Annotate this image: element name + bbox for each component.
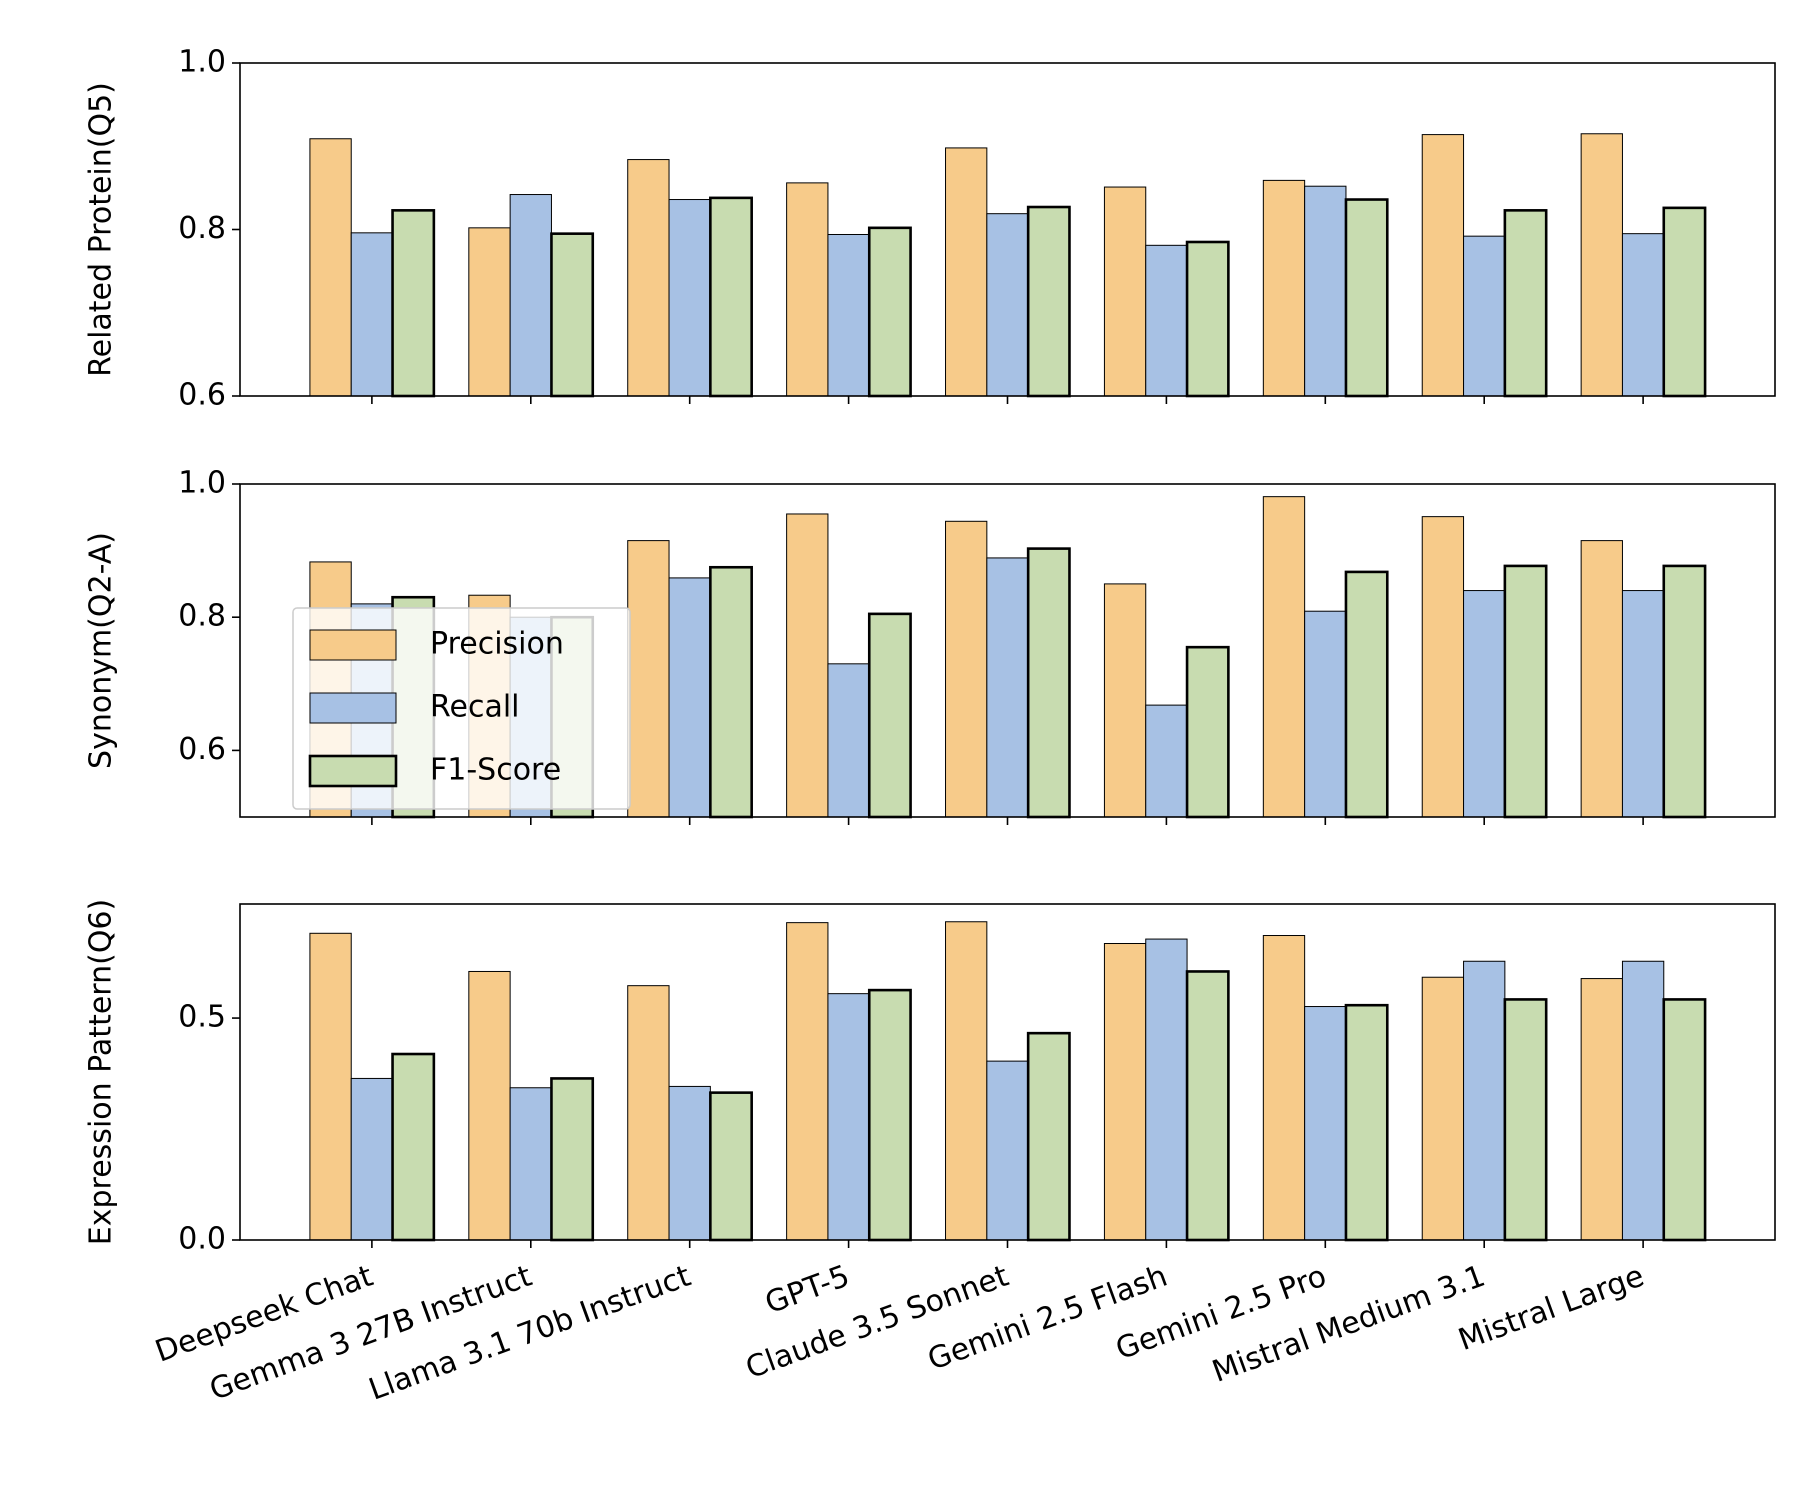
bar [709,196,753,398]
x-tick-label: Claude 3.5 Sonnet [741,1259,1013,1387]
bar [1103,943,1147,1241]
bar [1621,233,1665,397]
bar [1662,998,1707,1242]
bar [827,663,870,818]
bar [350,232,394,397]
bar [1304,1006,1347,1241]
bar [1185,645,1230,819]
bar [786,922,829,1241]
bar [550,232,595,398]
x-tick-label: Mistral Medium 3.1 [1208,1259,1490,1390]
bar [1262,496,1306,818]
y-tick-label: 0.6 [178,732,226,767]
bar [945,147,988,397]
bar [1145,938,1188,1241]
bar [627,159,670,397]
bar [709,565,753,819]
bar [1103,186,1147,397]
bar [1662,564,1707,819]
y-tick-label: 0.5 [178,1000,226,1035]
bar [986,213,1029,397]
bar [468,227,511,397]
bar [309,138,352,397]
bar [1421,976,1465,1241]
bar [945,921,988,1241]
legend-swatch [309,629,397,661]
bar [1026,205,1071,398]
bar [786,182,829,397]
bar [1026,547,1071,819]
bar [1463,235,1506,397]
bar [867,226,912,398]
bar [1026,1031,1071,1242]
legend-swatch [308,754,398,788]
bar [468,970,511,1241]
bar [986,1060,1029,1241]
bar [668,1085,711,1241]
bar [867,612,912,819]
bar [1185,970,1230,1242]
bar [627,985,670,1241]
bar [1621,590,1665,818]
bar [827,233,870,397]
bar [986,557,1029,818]
bar [1463,960,1506,1241]
bar [1463,590,1506,818]
bar [1344,1003,1389,1242]
bar [391,1052,436,1242]
bar [1580,133,1623,397]
bar [1421,516,1465,818]
bar [1503,209,1548,398]
bar [1662,206,1707,398]
bar [1503,564,1548,819]
bar [945,520,988,818]
bar [1580,978,1623,1241]
y-tick-label: 0.6 [178,378,226,413]
bar [1145,704,1188,818]
bar [668,577,711,818]
legend-label: F1-Score [430,753,561,788]
bar [867,988,912,1242]
bar [1421,134,1465,397]
bar [627,540,670,818]
y-tick-label: 0.0 [178,1222,226,1257]
bar [1580,540,1623,818]
bar [1185,240,1230,398]
bar [1344,570,1389,819]
legend-swatch [309,692,397,724]
legend-label: Recall [430,690,520,725]
bar [1304,610,1347,818]
bar [1304,185,1347,397]
y-axis-label: Synonym(Q2-A) [84,532,119,769]
bar [1262,935,1306,1241]
bar [509,1087,552,1241]
legend: Precision Recall F1-Score [292,607,631,810]
bar [550,1077,595,1242]
y-tick-label: 1.0 [178,45,226,80]
y-axis-label: Related Protein(Q5) [84,82,119,377]
bar [786,513,829,818]
bar [1145,244,1188,397]
bar [350,1077,394,1241]
bar [668,199,711,397]
legend-label: Precision [430,627,564,662]
bar [1103,583,1147,818]
bar [1621,960,1665,1241]
bar [1344,198,1389,398]
y-tick-label: 0.8 [178,599,226,634]
bar [1262,179,1306,397]
bar [309,932,352,1241]
bar [709,1091,753,1242]
bar [391,209,436,398]
y-axis-label: Expression Pattern(Q6) [84,899,119,1245]
bar [509,194,552,397]
x-tick-label: GPT-5 [761,1259,855,1322]
bar [1503,998,1548,1242]
y-tick-label: 1.0 [178,466,226,501]
y-tick-label: 0.8 [178,211,226,246]
bar [827,993,870,1241]
